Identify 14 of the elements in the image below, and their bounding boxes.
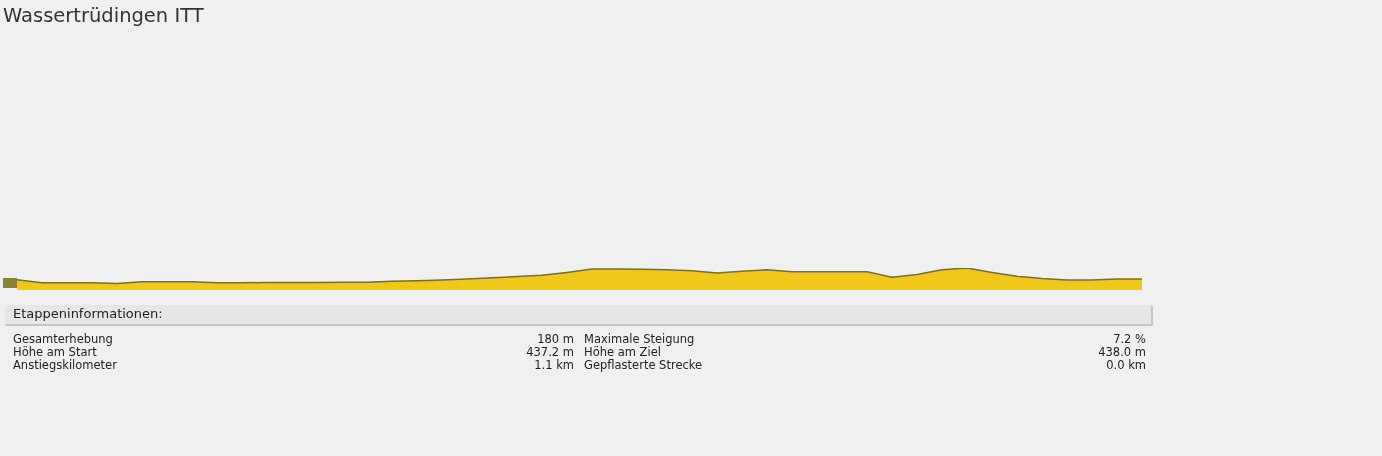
text: Höhe am Ziel (584, 345, 661, 359)
text: Gepflasterte Strecke (584, 358, 703, 372)
text: Maximale Steigung (584, 332, 695, 346)
text: 438.0 m (1098, 345, 1146, 359)
text: 180 m (537, 332, 574, 346)
text: Höhe am Start (13, 345, 97, 359)
chart-title: Wassertrüdingen ITT (3, 4, 204, 27)
text: 7.2 % (1113, 332, 1146, 346)
text: 1.1 km (534, 358, 574, 372)
text: Etappeninformationen: (13, 306, 163, 322)
text: Anstiegskilometer (13, 358, 117, 372)
text: 437.2 m (526, 345, 574, 359)
text: 0.0 km (1106, 358, 1146, 372)
text: Gesamterhebung (13, 332, 113, 346)
